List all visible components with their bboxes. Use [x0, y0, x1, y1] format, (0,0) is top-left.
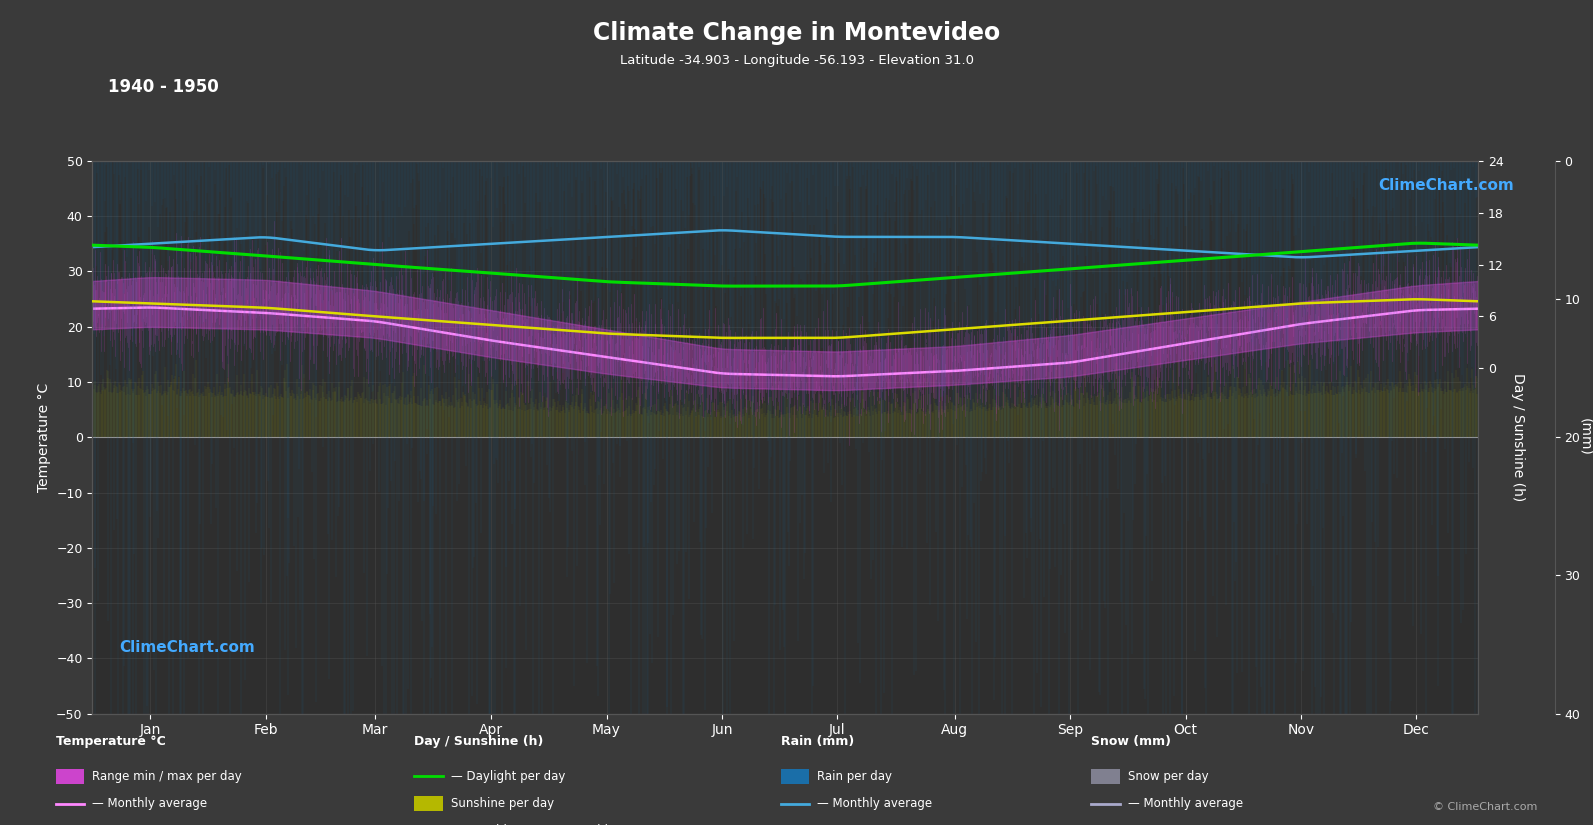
Text: Temperature °C: Temperature °C [56, 735, 166, 748]
Text: Snow per day: Snow per day [1128, 770, 1209, 783]
Text: Climate Change in Montevideo: Climate Change in Montevideo [593, 21, 1000, 45]
Y-axis label: Day / Sunshine (h): Day / Sunshine (h) [1510, 373, 1525, 502]
Text: Rain per day: Rain per day [817, 770, 892, 783]
Y-axis label: Rain / Snow
(mm): Rain / Snow (mm) [1579, 397, 1593, 478]
Text: ClimeChart.com: ClimeChart.com [119, 640, 255, 655]
Text: Day / Sunshine (h): Day / Sunshine (h) [414, 735, 543, 748]
Text: — Daylight per day: — Daylight per day [451, 770, 566, 783]
Text: — Monthly average: — Monthly average [1128, 797, 1243, 810]
Text: Rain (mm): Rain (mm) [781, 735, 854, 748]
Text: Range min / max per day: Range min / max per day [92, 770, 242, 783]
Text: — Monthly average: — Monthly average [817, 797, 932, 810]
Text: Snow (mm): Snow (mm) [1091, 735, 1171, 748]
Text: — Monthly average: — Monthly average [92, 797, 207, 810]
Text: Sunshine per day: Sunshine per day [451, 797, 554, 810]
Text: © ClimeChart.com: © ClimeChart.com [1432, 802, 1537, 812]
Text: 1940 - 1950: 1940 - 1950 [108, 78, 220, 97]
Text: ClimeChart.com: ClimeChart.com [1378, 178, 1513, 193]
Y-axis label: Temperature °C: Temperature °C [37, 383, 51, 492]
Text: Latitude -34.903 - Longitude -56.193 - Elevation 31.0: Latitude -34.903 - Longitude -56.193 - E… [620, 54, 973, 67]
